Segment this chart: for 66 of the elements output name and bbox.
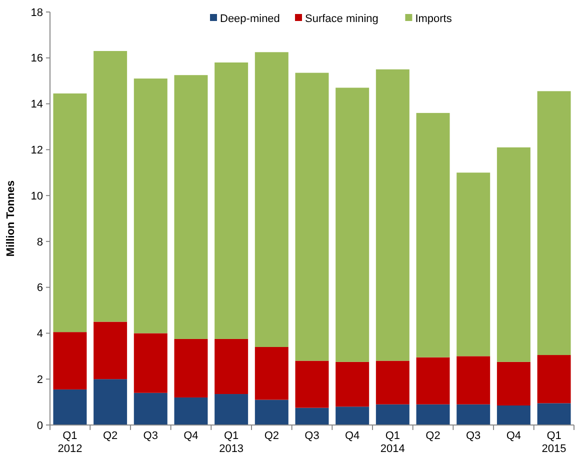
x-tick-label: Q4 <box>344 430 360 442</box>
x-tick-label: Q1 2014 <box>380 430 405 455</box>
y-tick-label: 16 <box>30 52 43 65</box>
bar <box>336 88 370 362</box>
x-tick-label: Q2 <box>102 430 118 442</box>
x-tick-label: Q3 <box>466 430 481 442</box>
y-tick-label: 4 <box>36 328 43 340</box>
bar <box>94 379 128 425</box>
legend-label: Imports <box>415 12 452 25</box>
x-tick-label: Q1 2012 <box>58 430 82 455</box>
bar <box>53 93 87 332</box>
bar <box>456 404 490 425</box>
bar <box>456 356 490 404</box>
bar <box>456 172 490 356</box>
x-tick-label: Q1 2015 <box>542 430 566 455</box>
bar <box>174 338 208 398</box>
bar <box>295 408 329 425</box>
bar <box>496 405 530 425</box>
y-tick-label: 8 <box>36 236 43 248</box>
bar <box>336 406 370 425</box>
bar <box>134 392 168 425</box>
bar <box>94 51 128 322</box>
bar <box>376 360 410 404</box>
bar <box>53 389 87 425</box>
bar <box>416 404 450 425</box>
bar <box>254 52 288 347</box>
bar <box>537 355 571 404</box>
bar <box>416 357 450 404</box>
bar <box>376 404 410 425</box>
bar <box>254 346 288 400</box>
bar <box>174 397 208 425</box>
x-tick-label: Q2 <box>426 430 440 442</box>
bar <box>496 147 530 362</box>
y-tick-label: 18 <box>30 6 43 19</box>
x-tick-label: Q4 <box>184 430 198 442</box>
y-tick-label: 6 <box>36 282 43 294</box>
y-tick-label: 12 <box>30 144 43 157</box>
y-tick-label: 2 <box>36 374 43 386</box>
bar <box>336 362 370 407</box>
x-tick-label: Q4 <box>506 430 522 442</box>
legend-label: Surface mining <box>305 12 378 25</box>
bar <box>254 400 288 425</box>
x-tick-label: Q1 2013 <box>219 430 244 455</box>
x-tick-label: Q3 <box>143 430 158 442</box>
bar <box>214 394 248 425</box>
bar <box>94 322 128 380</box>
bar <box>174 75 208 339</box>
bar <box>537 403 571 425</box>
bar <box>295 360 329 408</box>
y-axis-title: Million Tonnes <box>5 180 17 257</box>
bar <box>53 332 87 390</box>
bar <box>496 362 530 406</box>
bar <box>416 112 450 358</box>
y-tick-label: 14 <box>30 98 43 111</box>
bar <box>134 333 168 393</box>
x-tick-label: Q3 <box>304 430 320 442</box>
bar <box>295 72 329 361</box>
bar <box>134 78 168 334</box>
bar <box>376 69 410 361</box>
bar <box>214 62 248 339</box>
bar <box>214 338 248 394</box>
legend-label: Deep-mined <box>220 12 280 25</box>
x-tick-label: Q2 <box>264 430 280 442</box>
y-tick-label: 0 <box>36 420 43 432</box>
bar <box>537 91 571 356</box>
y-tick-label: 10 <box>30 190 43 202</box>
